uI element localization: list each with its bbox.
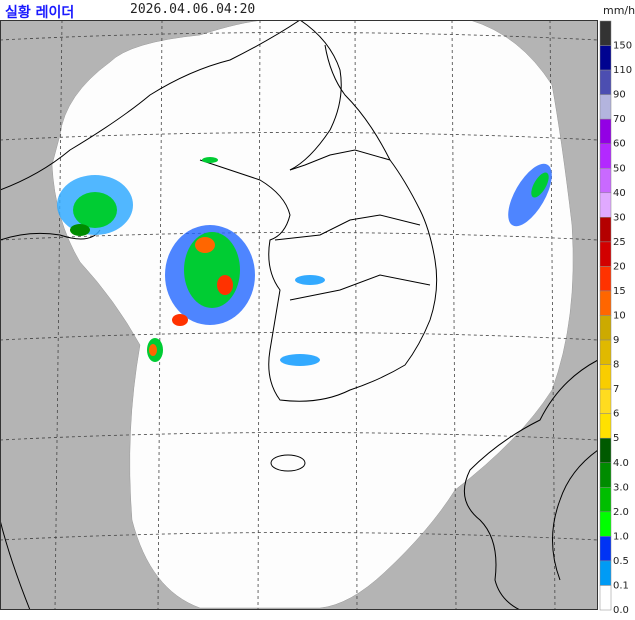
legend-label: 1.0 (613, 531, 629, 542)
legend-swatch (599, 168, 612, 194)
legend-label: 25 (613, 237, 626, 248)
legend-swatch (599, 143, 612, 169)
legend-swatch (599, 290, 612, 316)
legend-label: 20 (613, 261, 626, 272)
legend-swatch (599, 217, 612, 243)
legend-swatch (599, 437, 612, 464)
unit-label: mm/h (603, 4, 635, 17)
legend-swatch (599, 45, 612, 71)
legend-swatch (599, 339, 612, 365)
title: 실황 레이더 (5, 5, 75, 21)
legend-swatch (599, 241, 612, 267)
legend-label: 0.5 (613, 556, 629, 567)
legend-swatch (599, 69, 612, 95)
legend-label: 150 (613, 41, 632, 52)
legend-label: 70 (613, 114, 626, 125)
legend-swatch (599, 413, 612, 439)
grid (0, 20, 598, 610)
legend-swatch (599, 94, 612, 120)
legend-label: 7 (613, 384, 619, 395)
legend-label: 90 (613, 90, 626, 101)
timestamp: 2026.04.06.04:20 (130, 2, 256, 17)
map-frame (0, 20, 598, 610)
legend-label: 5 (613, 433, 619, 444)
legend-label: 4.0 (613, 458, 629, 469)
legend-label: 15 (613, 286, 626, 297)
legend-swatch (599, 585, 612, 611)
legend-label: 60 (613, 139, 626, 150)
legend-swatch (599, 511, 612, 537)
legend-swatch (599, 462, 612, 488)
legend-label: 10 (613, 311, 626, 322)
map-area (0, 20, 598, 610)
legend-swatch (599, 118, 612, 144)
legend-label: 2.0 (613, 507, 629, 518)
legend-label: 110 (613, 65, 632, 76)
coastlines (0, 20, 598, 610)
legend-swatch (599, 192, 612, 218)
legend-swatch (599, 388, 612, 414)
legend-label: 9 (613, 335, 619, 346)
legend-label: 30 (613, 212, 626, 223)
legend-swatch (599, 560, 612, 586)
legend-swatch (599, 266, 612, 292)
legend-label: 3.0 (613, 482, 629, 493)
legend: 150 110 90 70 60 50 40 30 25 20 15 10 9 8 7 6 5 4.0 3.0 2.0… (599, 20, 632, 616)
radar-coverage (51, 20, 574, 609)
legend-label: 0.1 (613, 580, 629, 591)
legend-swatch (599, 487, 612, 513)
legend-label: 6 (613, 409, 619, 420)
legend-swatch (599, 536, 612, 562)
precipitation (57, 157, 552, 366)
legend-label: 8 (613, 360, 619, 371)
legend-swatch (599, 20, 612, 46)
legend-label: 40 (613, 188, 626, 199)
legend-swatch (599, 364, 612, 390)
legend-label: 0.0 (613, 605, 629, 616)
legend-label: 50 (613, 163, 626, 174)
legend-swatch (599, 315, 612, 341)
